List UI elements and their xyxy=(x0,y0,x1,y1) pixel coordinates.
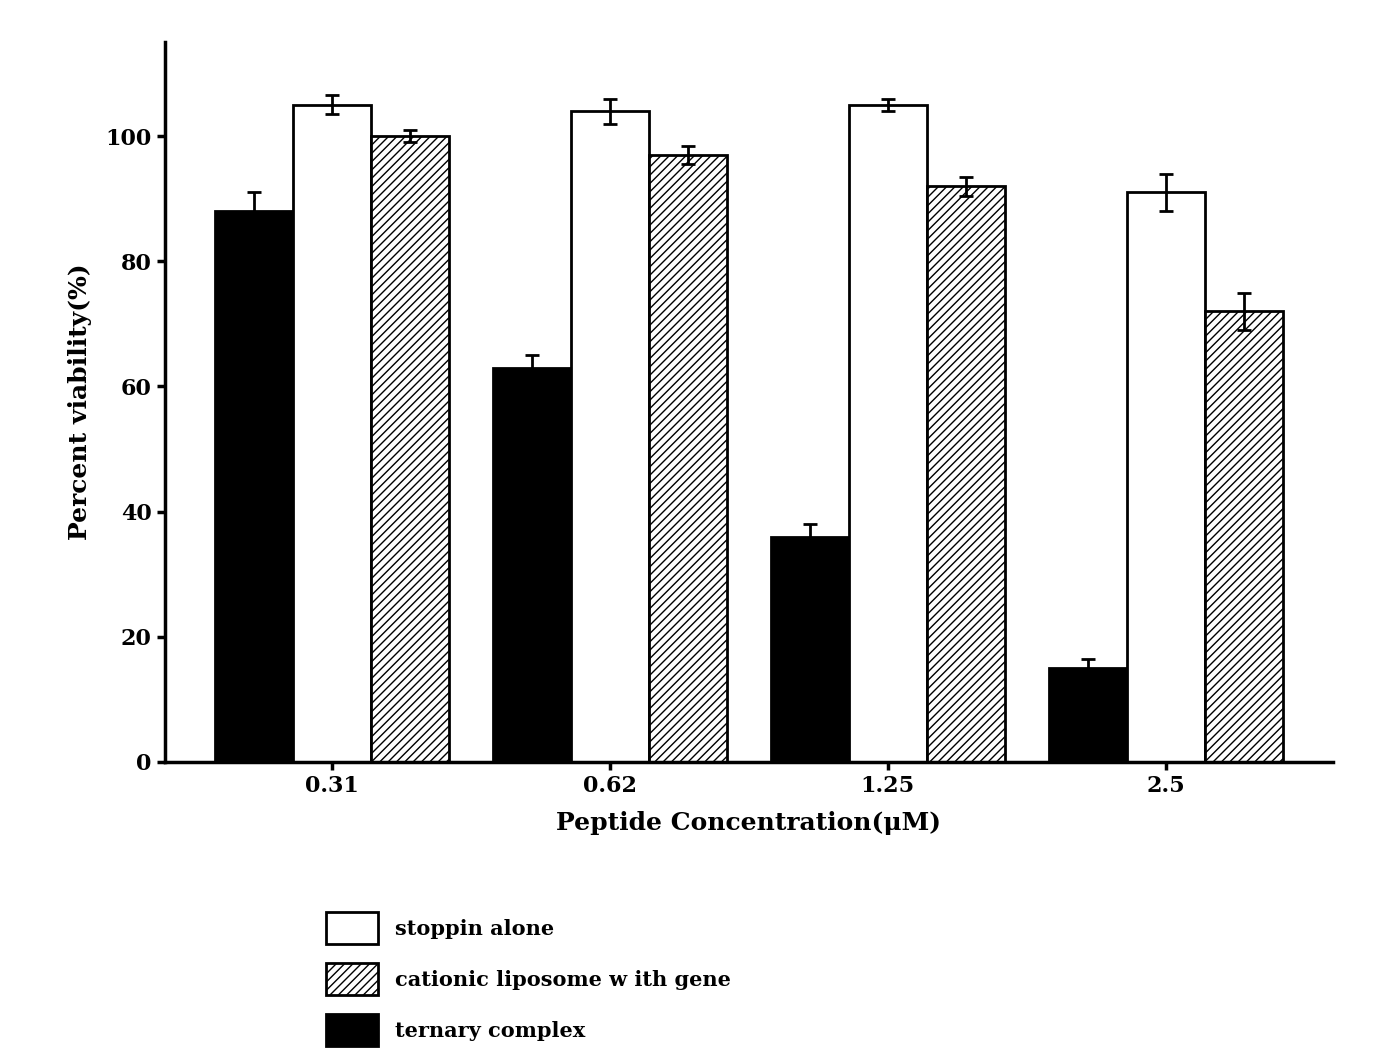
Bar xyxy=(371,136,448,762)
Y-axis label: Percent viability(%): Percent viability(%) xyxy=(67,263,92,541)
Bar xyxy=(1127,193,1205,762)
Legend: stoppin alone, cationic liposome w ith gene, ternary complex: stoppin alone, cationic liposome w ith g… xyxy=(316,901,741,1057)
Bar xyxy=(293,105,371,762)
Bar xyxy=(493,367,570,762)
Bar xyxy=(927,186,1004,762)
X-axis label: Peptide Concentration(μM): Peptide Concentration(μM) xyxy=(556,810,941,835)
Bar xyxy=(1205,311,1283,762)
Bar xyxy=(649,154,727,762)
Bar xyxy=(1050,668,1127,762)
Bar xyxy=(214,212,293,762)
Bar xyxy=(570,111,649,762)
Bar xyxy=(771,536,849,762)
Bar xyxy=(849,105,927,762)
